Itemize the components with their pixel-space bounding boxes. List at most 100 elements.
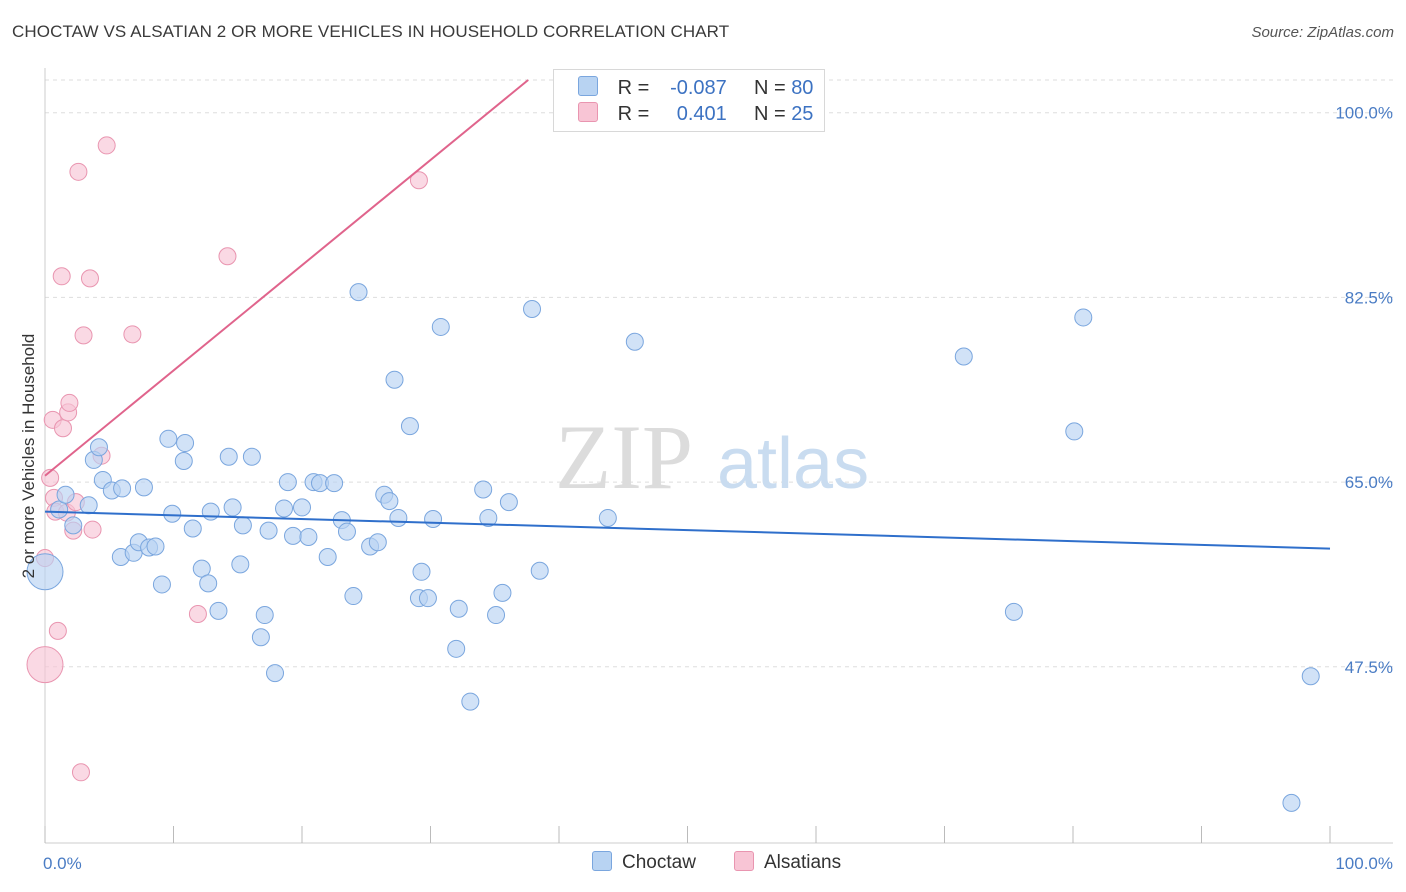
- y-tick-label: 82.5%: [1345, 288, 1393, 307]
- choctaw-point: [337, 522, 356, 541]
- legend-r-value: 0.401: [676, 103, 727, 125]
- choctaw-point: [523, 300, 542, 319]
- choctaw-point: [461, 692, 480, 711]
- choctaw-point: [251, 628, 270, 647]
- choctaw-point: [325, 474, 344, 493]
- alsatians-point: [48, 621, 67, 640]
- choctaw-point: [199, 574, 218, 593]
- choctaw-point: [231, 555, 250, 574]
- choctaw-point: [499, 493, 518, 512]
- alsatians-legend-swatch: [734, 851, 754, 871]
- choctaw-point: [113, 479, 132, 498]
- legend-r-value: -0.087: [670, 77, 727, 99]
- choctaw-point: [493, 583, 512, 602]
- choctaw-point: [1065, 422, 1084, 441]
- choctaw-point: [299, 527, 318, 546]
- choctaw-point: [368, 533, 387, 552]
- choctaw-point: [266, 664, 285, 683]
- choctaw-point: [174, 451, 193, 470]
- choctaw-swatch: [578, 76, 598, 96]
- alsatians-point: [52, 267, 71, 286]
- choctaw-trend-line: [44, 510, 1331, 550]
- choctaw-point: [64, 516, 83, 535]
- legend-row-alsatians: R = 0.401 N = 25: [578, 102, 813, 128]
- stats-legend: R = -0.087 N = 80 R = 0.401 N = 25: [553, 69, 825, 132]
- legend-choctaw-label: Choctaw: [622, 852, 696, 873]
- x-tick-label: 100.0%: [1335, 854, 1393, 873]
- x-tick-label: 0.0%: [43, 854, 82, 873]
- trend-lines: [44, 79, 1331, 550]
- choctaw-point: [412, 562, 431, 581]
- choctaw-point: [1074, 308, 1093, 327]
- choctaw-point: [209, 601, 228, 620]
- alsatians-point: [74, 326, 93, 345]
- choctaw-point: [318, 548, 337, 567]
- choctaw-point: [255, 606, 274, 625]
- legend-r-label: R =: [617, 103, 650, 125]
- choctaw-point: [79, 496, 98, 515]
- choctaw-point: [625, 332, 644, 351]
- choctaw-point: [146, 537, 165, 556]
- alsatians-trend-line: [44, 79, 529, 477]
- alsatians-point: [69, 162, 88, 181]
- choctaw-point: [56, 485, 75, 504]
- choctaw-point: [474, 480, 493, 499]
- alsatians-point: [60, 393, 79, 412]
- choctaw-point: [389, 508, 408, 527]
- choctaw-point: [400, 417, 419, 436]
- choctaw-point: [159, 429, 178, 448]
- legend-alsatians-label: Alsatians: [764, 852, 842, 873]
- choctaw-point: [424, 510, 443, 529]
- legend-n-label: N =: [753, 77, 786, 99]
- choctaw-point: [385, 370, 404, 389]
- choctaw-point: [183, 519, 202, 538]
- choctaw-legend-swatch: [592, 851, 612, 871]
- choctaw-point: [233, 516, 252, 535]
- choctaw-point: [201, 502, 220, 521]
- alsatians-point: [83, 520, 102, 539]
- alsatians-point: [409, 171, 428, 190]
- y-tick-label: 65.0%: [1345, 473, 1393, 492]
- choctaw-point: [89, 438, 108, 457]
- choctaw-point: [530, 561, 549, 580]
- legend-n-value: 80: [791, 77, 814, 99]
- choctaw-point: [479, 508, 498, 527]
- choctaw-point: [449, 599, 468, 618]
- axes: [44, 68, 1393, 844]
- legend-item-choctaw: Choctaw: [592, 851, 696, 874]
- tick-labels: 47.5% 65.0% 82.5% 100.0% 0.0% 100.0%: [43, 104, 1393, 873]
- choctaw-point: [1282, 793, 1301, 812]
- choctaw-point: [380, 492, 399, 511]
- watermark-atlas: atlas: [717, 424, 869, 504]
- alsatians-swatch: [578, 102, 598, 122]
- legend-row-choctaw: R = -0.087 N = 80: [578, 76, 813, 102]
- choctaw-point: [278, 473, 297, 492]
- y-axis-label: 2 or more Vehicles in Household: [19, 334, 38, 579]
- alsatians-point: [53, 419, 72, 438]
- choctaw-point: [242, 447, 261, 466]
- choctaw-series: [26, 283, 1320, 812]
- choctaw-point: [176, 434, 195, 453]
- choctaw-point: [954, 347, 973, 366]
- choctaw-point: [598, 508, 617, 527]
- choctaw-point: [275, 499, 294, 518]
- choctaw-point: [447, 639, 466, 658]
- alsatians-point: [188, 604, 207, 623]
- source-label: Source: ZipAtlas.com: [1251, 24, 1394, 41]
- choctaw-point: [134, 478, 153, 497]
- choctaw-point: [1004, 602, 1023, 621]
- alsatians-point: [218, 247, 237, 266]
- choctaw-point: [223, 498, 242, 517]
- watermark: ZIP atlas: [555, 406, 869, 508]
- choctaw-point: [487, 606, 506, 625]
- y-tick-label: 47.5%: [1345, 658, 1393, 677]
- alsatians-point: [26, 646, 64, 684]
- choctaw-point: [163, 504, 182, 523]
- chart-title: CHOCTAW VS ALSATIAN 2 OR MORE VEHICLES I…: [12, 22, 730, 41]
- legend-n-value: 25: [791, 103, 814, 125]
- choctaw-point: [219, 447, 238, 466]
- alsatians-point: [41, 468, 60, 487]
- legend-n-label: N =: [753, 103, 786, 125]
- alsatians-point: [71, 763, 90, 782]
